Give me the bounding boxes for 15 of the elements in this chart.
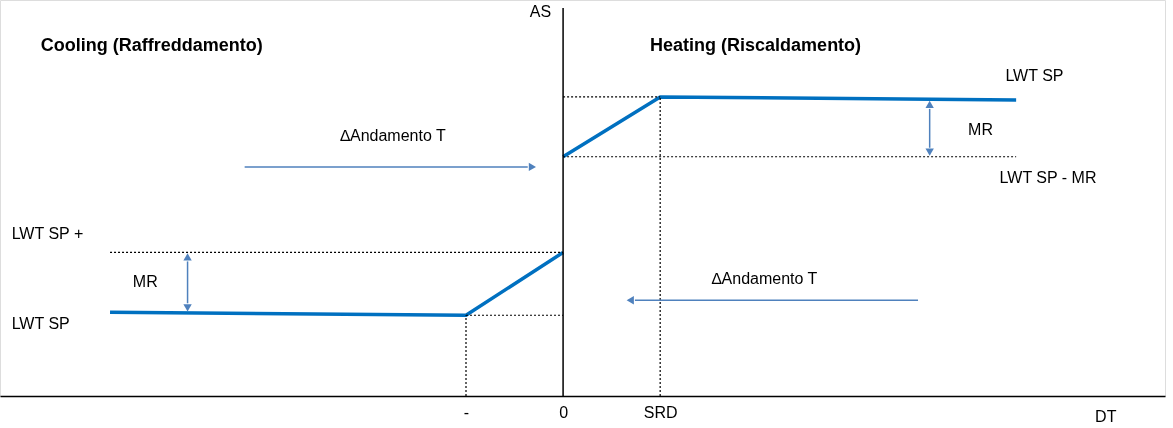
annotation: MR (132, 273, 158, 291)
text: Cooling (Raffreddamento) (40, 35, 263, 56)
text: LWT SP (11, 315, 70, 333)
text: DT (1095, 407, 1117, 425)
x-tick-label: 0 (559, 403, 569, 421)
annotation: ∆Andamento T (340, 126, 446, 144)
text: LWT SP + (11, 225, 84, 243)
annotation: LWT SP - MR (999, 168, 1097, 186)
text: Heating (Riscaldamento) (650, 35, 862, 56)
y-axis-title: AS (529, 3, 552, 20)
annotation: MR (968, 120, 994, 138)
x-tick-label: - (463, 403, 470, 421)
annotation: ∆Andamento T (711, 270, 818, 288)
x-tick-label: SRD (643, 403, 678, 421)
text: LWT SP (1005, 66, 1064, 84)
